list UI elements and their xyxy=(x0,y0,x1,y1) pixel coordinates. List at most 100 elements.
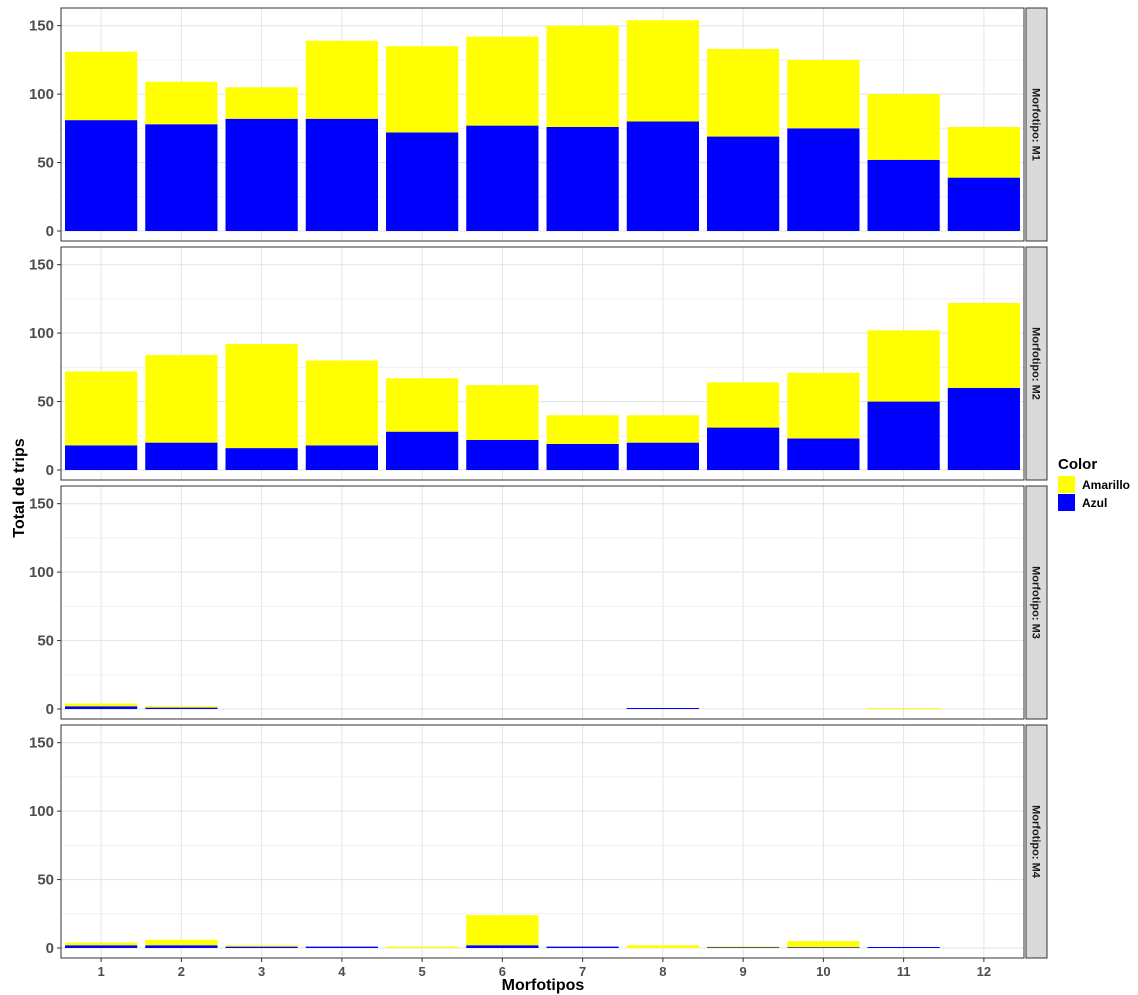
bar-azul xyxy=(546,443,619,470)
bar-azul xyxy=(145,945,218,948)
legend-swatch-amarillo xyxy=(1058,476,1075,493)
bar-amarillo xyxy=(386,378,459,432)
bar-amarillo xyxy=(65,942,138,946)
bar-azul xyxy=(305,946,378,948)
bar-azul xyxy=(947,177,1020,231)
x-tick-label: 11 xyxy=(897,964,911,979)
bar-amarillo xyxy=(707,946,780,948)
x-tick-label: 12 xyxy=(977,964,991,979)
bar-azul xyxy=(225,118,298,231)
panel-border xyxy=(60,485,1025,720)
y-tick-label: 100 xyxy=(29,86,54,103)
bar-amarillo xyxy=(466,385,539,440)
facet-strip xyxy=(1025,7,1048,242)
y-tick-label: 0 xyxy=(46,462,54,479)
x-tick-label: 3 xyxy=(258,964,265,979)
bar-amarillo xyxy=(466,36,539,126)
y-tick-label: 150 xyxy=(29,257,54,274)
bar-amarillo xyxy=(707,48,780,137)
x-axis: 1 2 3 4 5 6 7 8 9 10 11 12 xyxy=(98,958,991,979)
bar-azul xyxy=(65,945,138,948)
bar-amarillo xyxy=(386,946,459,948)
y-tick-label: 100 xyxy=(29,803,54,820)
x-tick-label: 7 xyxy=(579,964,586,979)
panel-background xyxy=(61,247,1024,480)
bar-azul xyxy=(787,438,860,470)
bar-azul xyxy=(867,159,940,231)
bar-amarillo xyxy=(787,372,860,439)
y-tick-label: 150 xyxy=(29,18,54,35)
bar-amarillo xyxy=(546,415,619,444)
bar-azul xyxy=(626,708,699,709)
bar-azul xyxy=(867,947,940,948)
panel-background xyxy=(61,486,1024,719)
bar-amarillo xyxy=(947,126,1020,178)
y-axis-title: Total de trips xyxy=(11,438,28,537)
bar-azul xyxy=(626,121,699,231)
bar-azul xyxy=(626,442,699,470)
legend-label: Azul xyxy=(1082,496,1107,510)
facet-strip xyxy=(1025,485,1048,720)
bar-azul xyxy=(466,945,539,948)
y-tick-label: 50 xyxy=(37,633,54,650)
x-tick-label: 10 xyxy=(816,964,830,979)
bar-amarillo xyxy=(867,330,940,402)
bar-amarillo xyxy=(145,706,218,708)
bar-azul xyxy=(867,401,940,470)
legend-title: Color xyxy=(1058,456,1097,473)
bar-azul xyxy=(305,118,378,231)
panel-border xyxy=(60,246,1025,481)
bar-amarillo xyxy=(145,939,218,946)
y-tick-label: 150 xyxy=(29,735,54,752)
y-tick-label: 50 xyxy=(37,394,54,411)
bar-azul xyxy=(65,445,138,470)
y-tick-label: 0 xyxy=(46,940,54,957)
x-tick-label: 9 xyxy=(740,964,747,979)
x-tick-label: 1 xyxy=(98,964,105,979)
panel-border xyxy=(60,724,1025,959)
bar-amarillo xyxy=(65,371,138,446)
bar-azul xyxy=(65,120,138,231)
facet-strip xyxy=(1025,246,1048,481)
bar-azul xyxy=(466,125,539,231)
bar-amarillo xyxy=(626,945,699,948)
facet-strip xyxy=(1025,724,1048,959)
facet-panel: 0 50 100 150 Morfotipo: M4 xyxy=(29,724,1048,959)
bar-azul xyxy=(386,431,459,470)
bar-amarillo xyxy=(225,945,298,947)
bar-azul xyxy=(225,448,298,470)
x-tick-label: 2 xyxy=(178,964,185,979)
bar-azul xyxy=(145,124,218,231)
bar-amarillo xyxy=(787,941,860,948)
x-tick-label: 8 xyxy=(659,964,666,979)
bar-amarillo xyxy=(947,303,1020,388)
x-tick-label: 4 xyxy=(338,964,346,979)
x-tick-label: 6 xyxy=(499,964,506,979)
bar-amarillo xyxy=(65,51,138,121)
bar-azul xyxy=(145,707,218,709)
bar-amarillo xyxy=(546,25,619,127)
bar-azul xyxy=(787,947,860,948)
y-tick-label: 150 xyxy=(29,496,54,513)
facet-panel: 0 50 100 150 Morfotipo: M3 xyxy=(29,485,1048,720)
bar-azul xyxy=(65,706,138,709)
bar-amarillo xyxy=(466,915,539,946)
bar-amarillo xyxy=(867,708,940,709)
bar-azul xyxy=(707,427,780,470)
y-tick-label: 50 xyxy=(37,872,54,889)
facet-strip-label: Morfotipo: M2 xyxy=(1030,327,1042,400)
bar-azul xyxy=(466,439,539,470)
legend: Color Amarillo Azul xyxy=(1058,456,1130,511)
bar-amarillo xyxy=(626,20,699,122)
panel-background xyxy=(61,725,1024,958)
bar-azul xyxy=(305,445,378,470)
y-tick-label: 100 xyxy=(29,564,54,581)
facet-strip-label: Morfotipo: M3 xyxy=(1030,566,1042,639)
bar-azul xyxy=(947,387,1020,470)
x-axis-title: Morfotipos xyxy=(502,977,585,994)
y-tick-label: 0 xyxy=(46,223,54,240)
legend-swatch-azul xyxy=(1058,494,1075,511)
bar-azul xyxy=(225,946,298,948)
